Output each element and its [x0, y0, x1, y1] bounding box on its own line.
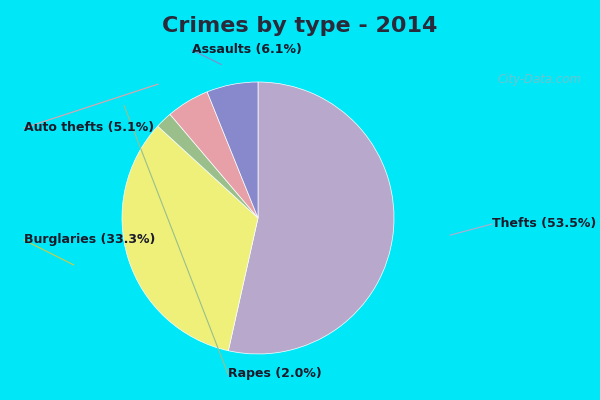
Text: Crimes by type - 2014: Crimes by type - 2014 — [163, 16, 437, 36]
Text: City-Data.com: City-Data.com — [498, 73, 582, 86]
Wedge shape — [170, 92, 258, 218]
Text: Auto thefts (5.1%): Auto thefts (5.1%) — [24, 122, 154, 134]
Text: Rapes (2.0%): Rapes (2.0%) — [228, 368, 322, 380]
Text: Thefts (53.5%): Thefts (53.5%) — [492, 218, 596, 230]
Wedge shape — [158, 114, 258, 218]
Text: Assaults (6.1%): Assaults (6.1%) — [192, 44, 302, 56]
Wedge shape — [122, 126, 258, 351]
Wedge shape — [229, 82, 394, 354]
Text: Burglaries (33.3%): Burglaries (33.3%) — [24, 234, 155, 246]
Wedge shape — [207, 82, 258, 218]
